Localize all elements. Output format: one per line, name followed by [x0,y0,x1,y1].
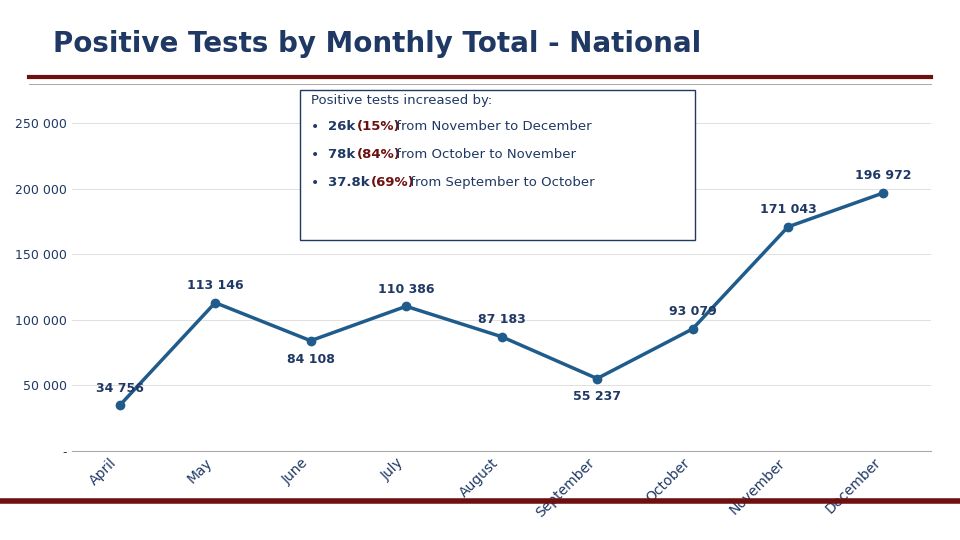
Text: 78k: 78k [328,148,360,161]
Text: •: • [311,148,320,162]
Text: 17: 17 [908,515,931,532]
Text: from October to November: from October to November [392,148,576,161]
Text: •: • [311,120,320,134]
Text: from September to October: from September to October [405,176,594,189]
Text: 113 146: 113 146 [187,279,244,292]
Text: 110 386: 110 386 [378,283,434,296]
Text: 37.8k: 37.8k [328,176,374,189]
Text: 34 756: 34 756 [96,382,144,395]
Text: (15%): (15%) [356,120,400,133]
Text: 84 108: 84 108 [287,353,335,366]
Text: Positive Tests by Monthly Total - National: Positive Tests by Monthly Total - Nation… [53,30,701,58]
Text: 87 183: 87 183 [478,313,525,326]
Text: 196 972: 196 972 [855,170,912,183]
Text: 26k: 26k [328,120,360,133]
Text: 93 079: 93 079 [669,306,716,319]
Text: 55 237: 55 237 [573,390,621,403]
Text: Positive tests increased by:: Positive tests increased by: [311,94,492,107]
Text: from November to December: from November to December [392,120,591,133]
Text: 171 043: 171 043 [759,203,816,217]
Text: (84%): (84%) [356,148,400,161]
Text: (69%): (69%) [371,176,415,189]
Text: •: • [311,176,320,190]
